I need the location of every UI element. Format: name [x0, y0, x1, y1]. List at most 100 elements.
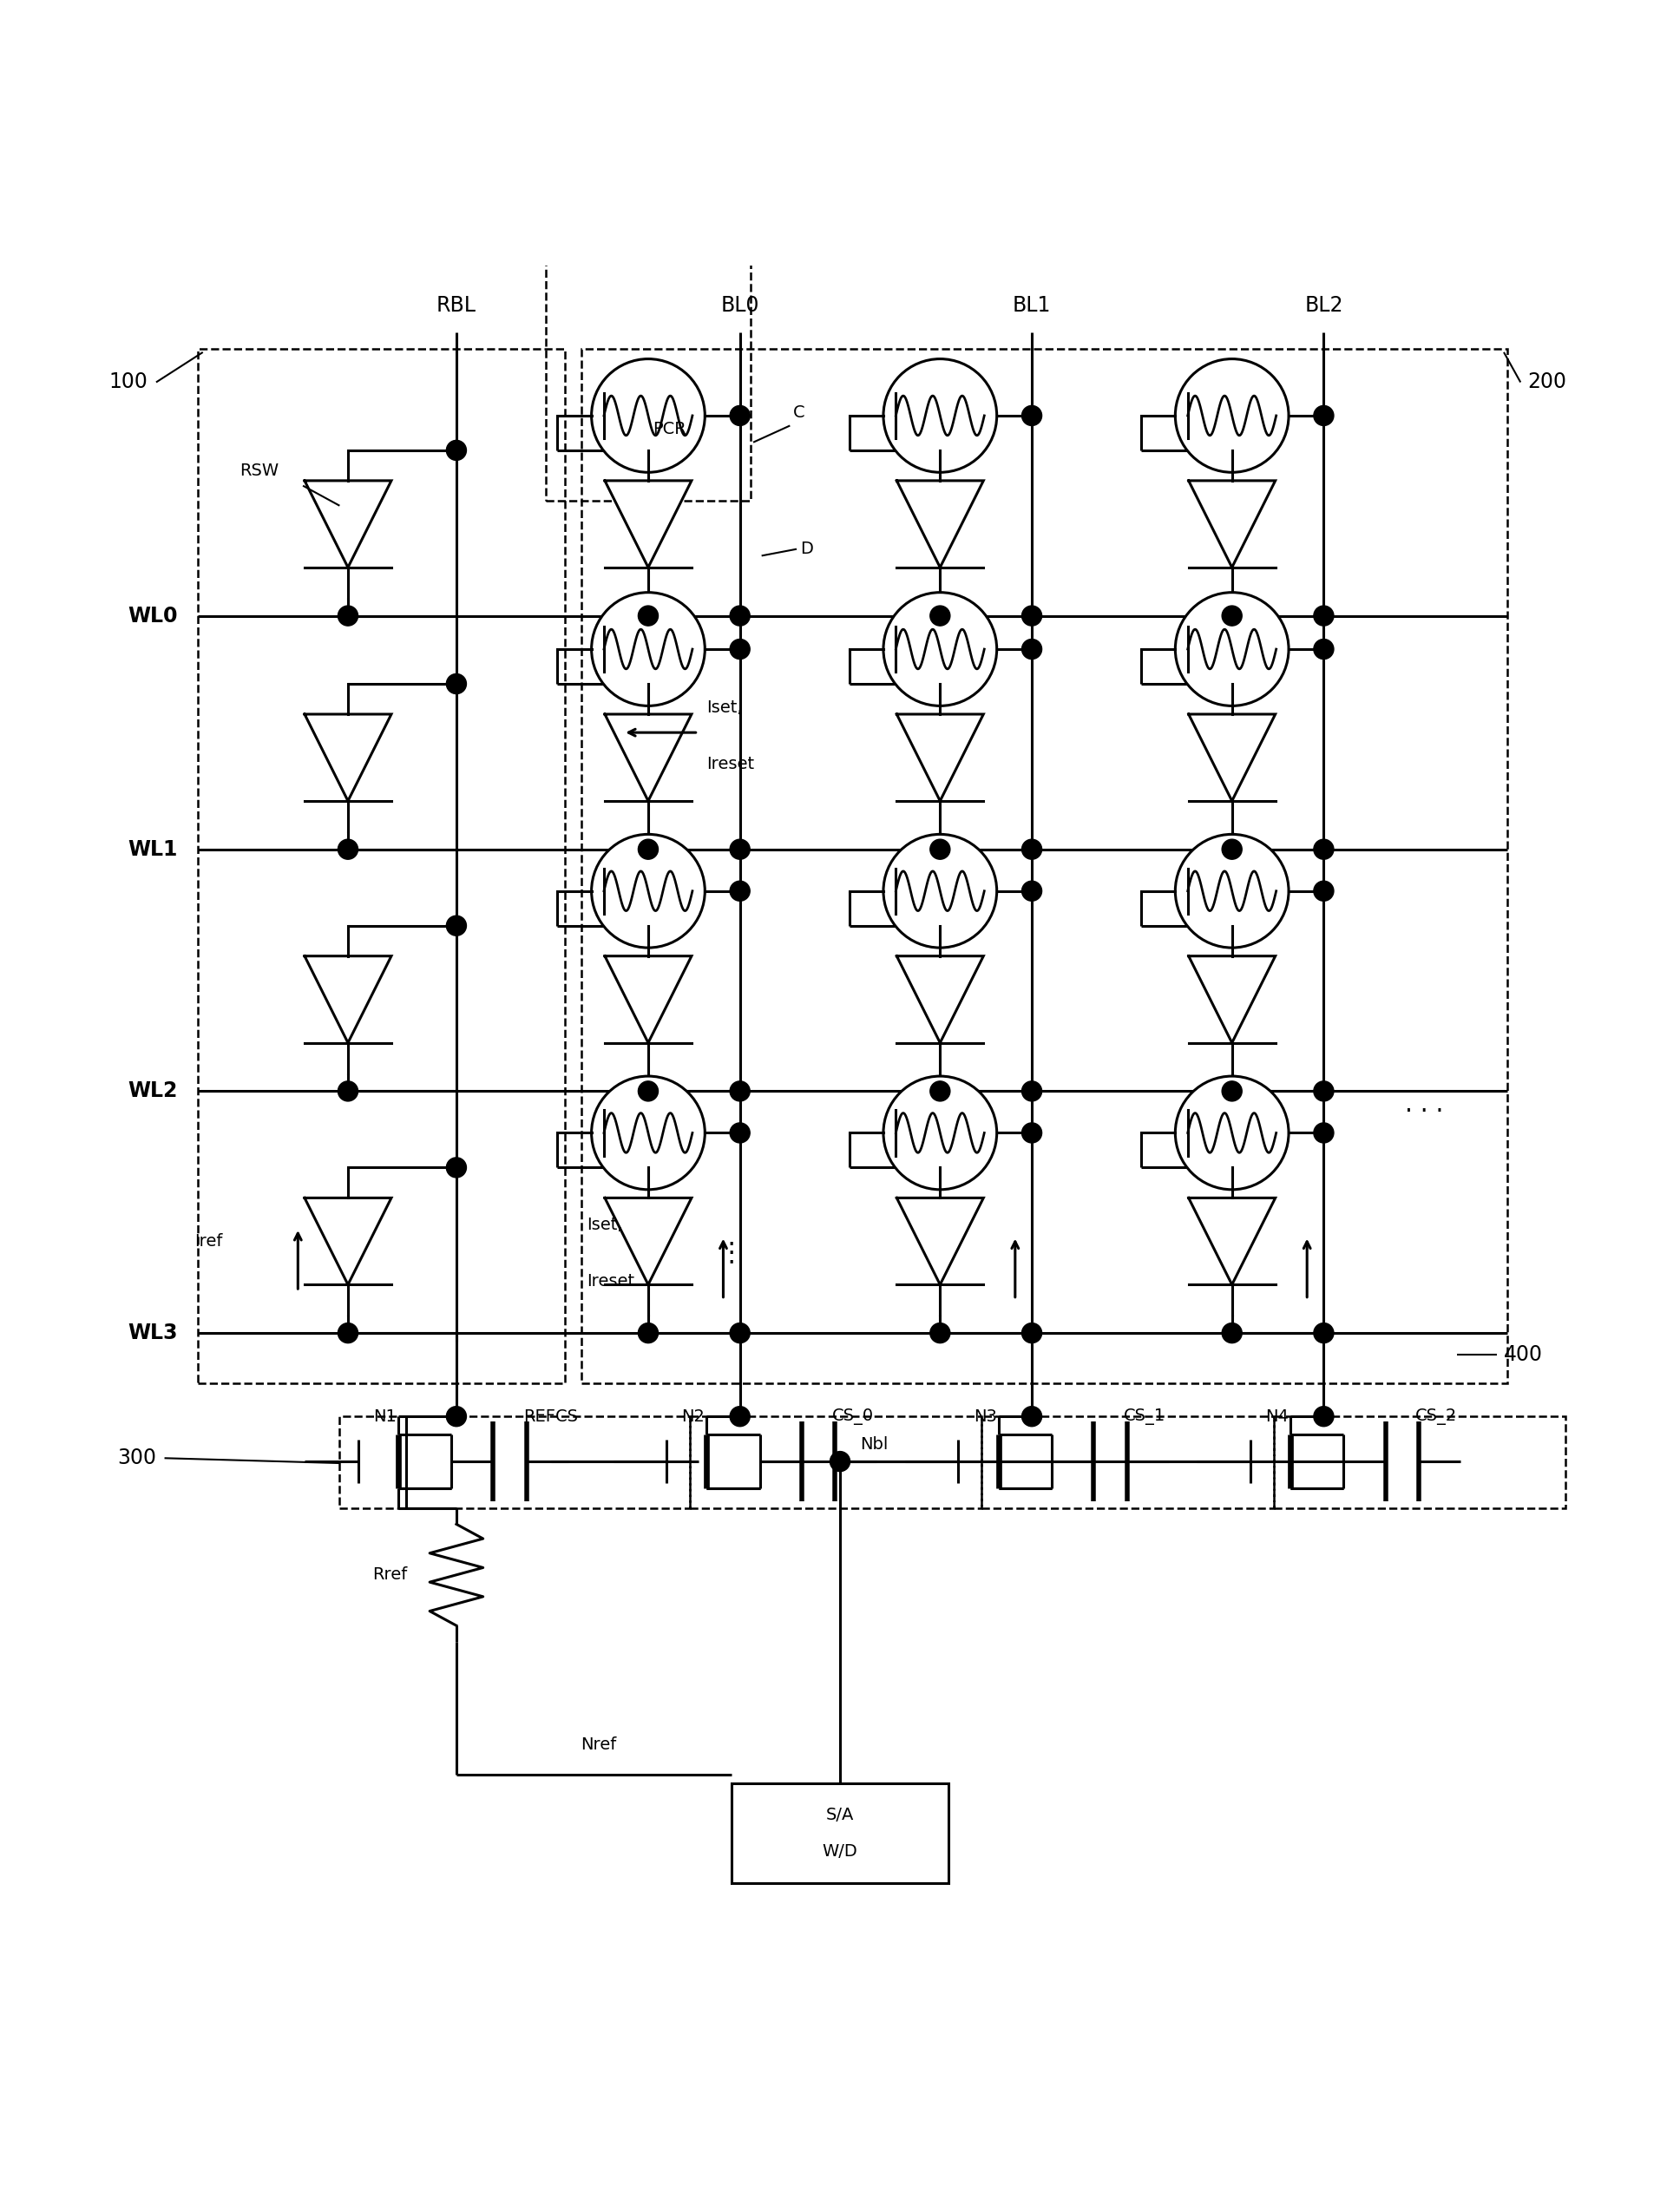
Circle shape: [884, 1075, 996, 1190]
Circle shape: [931, 605, 951, 627]
FancyBboxPatch shape: [731, 1783, 949, 1885]
Circle shape: [884, 592, 996, 706]
Text: 100: 100: [109, 372, 148, 394]
Polygon shape: [1189, 715, 1275, 800]
Text: N2: N2: [682, 1407, 706, 1425]
Text: RSW: RSW: [240, 462, 279, 479]
Text: BL0: BL0: [721, 295, 759, 314]
Polygon shape: [1189, 957, 1275, 1042]
Circle shape: [1176, 1075, 1289, 1190]
Text: WL2: WL2: [128, 1080, 178, 1102]
Text: . . .: . . .: [1404, 1093, 1443, 1117]
Polygon shape: [304, 715, 391, 800]
Circle shape: [729, 840, 749, 860]
Text: N1: N1: [373, 1407, 396, 1425]
Circle shape: [447, 915, 467, 937]
Polygon shape: [897, 482, 983, 567]
Text: WL0: WL0: [128, 605, 178, 627]
Circle shape: [1221, 1324, 1242, 1344]
Circle shape: [884, 833, 996, 948]
Circle shape: [447, 1407, 467, 1427]
Circle shape: [1176, 358, 1289, 473]
Circle shape: [1314, 840, 1334, 860]
Text: N4: N4: [1265, 1407, 1289, 1425]
Circle shape: [338, 1082, 358, 1102]
Circle shape: [1021, 1324, 1042, 1344]
Text: REFCS: REFCS: [522, 1407, 578, 1425]
Text: Rref: Rref: [373, 1566, 407, 1583]
Circle shape: [1314, 1082, 1334, 1102]
Circle shape: [1021, 605, 1042, 627]
Circle shape: [830, 1451, 850, 1471]
Circle shape: [1314, 882, 1334, 902]
Circle shape: [729, 1082, 749, 1102]
Polygon shape: [897, 1198, 983, 1284]
Text: N3: N3: [973, 1407, 996, 1425]
Circle shape: [638, 605, 659, 627]
Polygon shape: [304, 1198, 391, 1284]
Polygon shape: [605, 1198, 692, 1284]
Polygon shape: [304, 957, 391, 1042]
Circle shape: [591, 1075, 706, 1190]
Text: Ireset: Ireset: [707, 756, 754, 772]
Circle shape: [447, 673, 467, 695]
Circle shape: [729, 640, 749, 660]
Circle shape: [591, 833, 706, 948]
Circle shape: [1314, 405, 1334, 427]
Polygon shape: [897, 957, 983, 1042]
Circle shape: [638, 1082, 659, 1102]
Circle shape: [1221, 1082, 1242, 1102]
Circle shape: [729, 1124, 749, 1143]
Polygon shape: [605, 482, 692, 567]
Text: S/A: S/A: [827, 1808, 853, 1823]
Circle shape: [729, 1324, 749, 1344]
Text: Nbl: Nbl: [860, 1436, 889, 1454]
Text: 400: 400: [1504, 1344, 1542, 1366]
Polygon shape: [1189, 1198, 1275, 1284]
Polygon shape: [304, 482, 391, 567]
Text: CS_1: CS_1: [1124, 1407, 1166, 1425]
Text: Iref: Iref: [195, 1234, 223, 1249]
Text: WL1: WL1: [128, 838, 178, 860]
Circle shape: [638, 840, 659, 860]
Circle shape: [1176, 592, 1289, 706]
Polygon shape: [605, 957, 692, 1042]
Circle shape: [1314, 1124, 1334, 1143]
Text: W/D: W/D: [822, 1843, 858, 1860]
Circle shape: [729, 1407, 749, 1427]
Circle shape: [1021, 1407, 1042, 1427]
Circle shape: [1021, 405, 1042, 427]
Circle shape: [1021, 1082, 1042, 1102]
Text: 300: 300: [118, 1447, 156, 1469]
Text: Iset,: Iset,: [707, 699, 743, 717]
Text: ⋮: ⋮: [719, 1240, 744, 1267]
Circle shape: [1021, 640, 1042, 660]
Circle shape: [1221, 840, 1242, 860]
Circle shape: [729, 605, 749, 627]
Text: PCR: PCR: [654, 420, 687, 438]
Text: WL3: WL3: [128, 1322, 178, 1344]
Text: D: D: [800, 541, 813, 556]
Polygon shape: [1189, 482, 1275, 567]
Circle shape: [338, 605, 358, 627]
Text: Iset,: Iset,: [586, 1216, 623, 1234]
Circle shape: [447, 1157, 467, 1176]
Text: CS_2: CS_2: [1416, 1407, 1457, 1425]
Circle shape: [1314, 605, 1334, 627]
Text: BL1: BL1: [1013, 295, 1052, 314]
Text: Ireset: Ireset: [586, 1273, 635, 1289]
Circle shape: [729, 405, 749, 427]
Circle shape: [931, 840, 951, 860]
Text: BL2: BL2: [1304, 295, 1342, 314]
Circle shape: [1021, 1124, 1042, 1143]
Circle shape: [1021, 882, 1042, 902]
Text: RBL: RBL: [437, 295, 477, 314]
Circle shape: [591, 592, 706, 706]
Circle shape: [931, 1324, 951, 1344]
Circle shape: [1221, 605, 1242, 627]
Circle shape: [1314, 1407, 1334, 1427]
Circle shape: [729, 882, 749, 902]
Circle shape: [1314, 1324, 1334, 1344]
Circle shape: [1176, 833, 1289, 948]
Polygon shape: [897, 715, 983, 800]
